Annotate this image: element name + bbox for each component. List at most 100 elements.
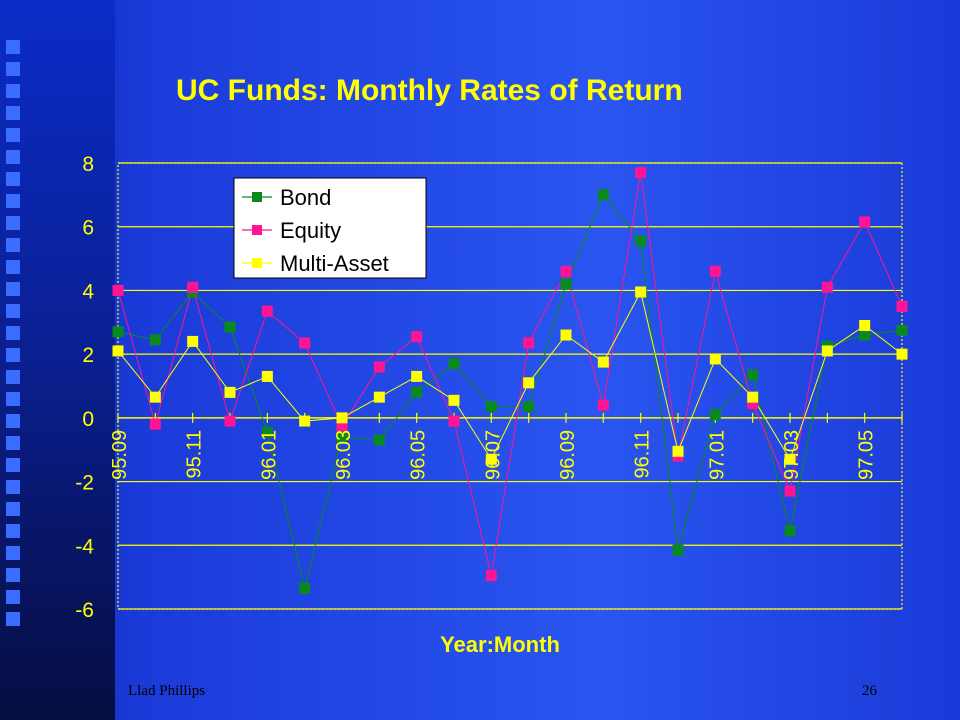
legend-swatch-marker (252, 225, 262, 235)
data-point-equity (597, 399, 609, 411)
page-number: 26 (862, 683, 877, 699)
decorative-square (6, 546, 20, 560)
decorative-square (6, 282, 20, 296)
data-point-bond (784, 525, 796, 537)
data-point-equity (149, 418, 161, 430)
decorative-square (6, 260, 20, 274)
legend: Bond Equity Multi-Asset (233, 177, 427, 279)
data-point-bond (261, 426, 273, 438)
series-line-equity (117, 172, 903, 576)
legend-box (233, 177, 427, 279)
data-point-equity (299, 337, 311, 349)
data-point-bond (149, 334, 161, 346)
data-point-multi-asset (597, 356, 609, 368)
data-point-bond (523, 401, 535, 413)
decorative-square (6, 304, 20, 318)
legend-label: Bond (280, 185, 331, 210)
x-tick-label: 95.09 (109, 430, 131, 480)
data-point-multi-asset (672, 445, 684, 457)
data-point-equity (373, 361, 385, 373)
decorative-squares (6, 40, 20, 634)
data-point-equity (224, 415, 236, 427)
data-point-multi-asset (187, 335, 199, 347)
data-point-multi-asset (373, 391, 385, 403)
data-point-multi-asset (784, 453, 796, 465)
data-point-equity (560, 265, 572, 277)
data-point-multi-asset (747, 391, 759, 403)
data-point-equity (187, 281, 199, 293)
left-decoration-bar (0, 0, 115, 720)
data-point-bond (411, 386, 423, 398)
legend-swatch-marker (252, 192, 262, 202)
data-point-bond (336, 431, 348, 443)
data-point-bond (373, 434, 385, 446)
x-tick-label: 96.01 (258, 430, 280, 480)
data-point-multi-asset (560, 329, 572, 341)
x-tick-label: 96.05 (408, 430, 430, 480)
x-tick-label: 96.09 (557, 430, 579, 480)
data-point-multi-asset (709, 353, 721, 365)
data-point-multi-asset (261, 370, 273, 382)
decorative-square (6, 370, 20, 384)
data-point-bond (672, 544, 684, 556)
y-tick-label: 0 (82, 408, 94, 431)
legend-label: Multi-Asset (280, 251, 389, 276)
legend-label: Equity (280, 218, 341, 243)
data-point-multi-asset (896, 348, 908, 360)
data-point-bond (597, 189, 609, 201)
decorative-square (6, 238, 20, 252)
decorative-square (6, 40, 20, 54)
data-point-equity (784, 485, 796, 497)
x-tick-label: 96.11 (632, 430, 654, 479)
data-point-multi-asset (224, 386, 236, 398)
data-point-multi-asset (859, 319, 871, 331)
decorative-square (6, 392, 20, 406)
data-point-multi-asset (523, 377, 535, 389)
x-tick-label: 97.05 (856, 430, 878, 480)
data-point-multi-asset (635, 286, 647, 298)
decorative-square (6, 84, 20, 98)
data-point-bond (224, 321, 236, 333)
data-point-bond (112, 326, 124, 338)
decorative-square (6, 458, 20, 472)
x-axis-label: Year:Month (440, 632, 560, 657)
data-point-bond (299, 582, 311, 594)
decorative-square (6, 172, 20, 186)
series-line-multi-asset (117, 290, 903, 461)
decorative-square (6, 568, 20, 582)
decorative-square (6, 106, 20, 120)
chart-title: UC Funds: Monthly Rates of Return (176, 74, 683, 107)
x-tick-label: 96.07 (482, 430, 504, 480)
legend-swatch-marker (252, 258, 262, 268)
data-point-equity (448, 415, 460, 427)
y-tick-label: -2 (75, 472, 94, 495)
data-point-equity (523, 337, 535, 349)
data-point-equity (821, 281, 833, 293)
data-point-equity (896, 300, 908, 312)
data-point-equity (709, 265, 721, 277)
decorative-square (6, 326, 20, 340)
data-point-bond (635, 235, 647, 247)
decorative-square (6, 612, 20, 626)
decorative-square (6, 590, 20, 604)
decorative-square (6, 502, 20, 516)
decorative-square (6, 150, 20, 164)
decorative-square (6, 436, 20, 450)
plot-border (117, 162, 903, 610)
x-tick-label: 97.03 (781, 430, 803, 480)
data-point-bond (709, 409, 721, 421)
series-line-bond (117, 193, 903, 589)
x-tick-labels: 95.09 95.11 96.01 96.03 96.05 96.07 96.09 96.11… (109, 430, 878, 480)
axes (117, 162, 903, 610)
data-point-equity (411, 331, 423, 343)
data-point-multi-asset (112, 345, 124, 357)
y-tick-label: 2 (82, 344, 94, 367)
author-name: Llad Phillips (128, 683, 206, 699)
data-point-equity (112, 284, 124, 296)
data-point-multi-asset (448, 394, 460, 406)
decorative-square (6, 62, 20, 76)
data-point-bond (560, 278, 572, 290)
data-point-equity (261, 305, 273, 317)
x-tick-label: 96.03 (333, 430, 355, 480)
decorative-square (6, 414, 20, 428)
